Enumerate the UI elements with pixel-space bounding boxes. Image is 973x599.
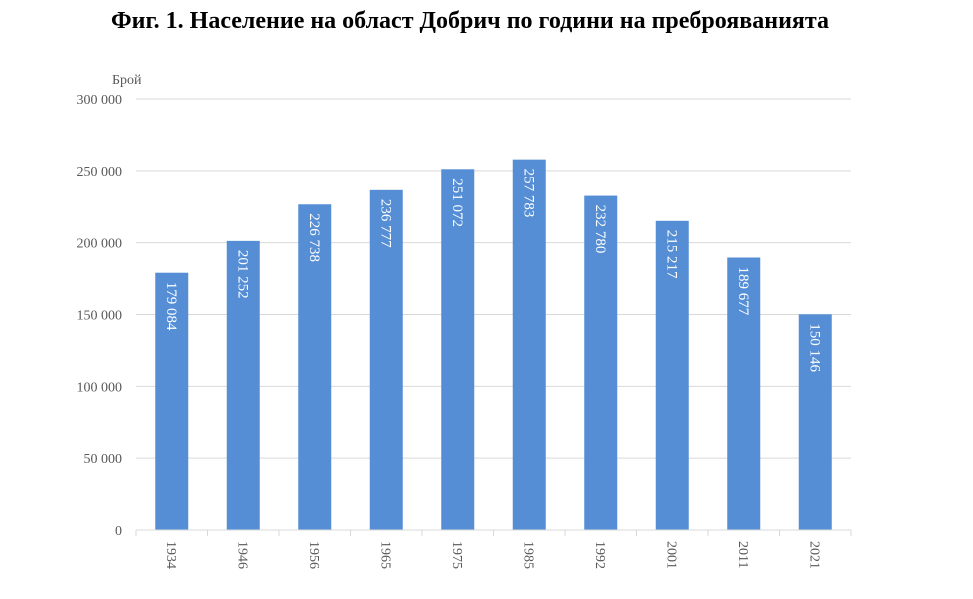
y-tick-label: 50 000	[84, 452, 123, 467]
bar-1975	[441, 169, 475, 531]
x-tick-label: 1934	[163, 541, 178, 569]
data-label: 189 677	[735, 266, 751, 315]
x-tick-label: 1992	[592, 541, 607, 569]
x-tick-label: 2011	[735, 541, 750, 568]
x-tick-label: 2001	[663, 541, 678, 569]
data-label: 226 738	[306, 213, 322, 262]
bars	[155, 159, 832, 531]
x-tick-label: 2021	[806, 541, 821, 569]
x-tick-label: 1946	[234, 541, 249, 569]
bar-1992	[584, 195, 618, 530]
data-label: 232 780	[592, 205, 608, 254]
data-label: 179 084	[163, 282, 179, 331]
y-tick-label: 100 000	[77, 380, 123, 395]
x-axis: 1934 1946 1956 1965 1975 1985 1992 2001 2011 2021	[135, 529, 852, 569]
data-label: 257 783	[520, 169, 536, 218]
bar-1934	[155, 272, 189, 530]
data-label: 251 072	[449, 178, 465, 227]
bar-1965	[369, 189, 403, 530]
data-label: 215 217	[663, 230, 679, 279]
x-tick-label: 1975	[449, 541, 464, 569]
chart-title: Фиг. 1. Население на област Добрич по го…	[111, 8, 829, 34]
data-label: 150 146	[806, 323, 822, 372]
data-label: 236 777	[377, 199, 393, 248]
y-axis-label: Брой	[112, 73, 142, 88]
y-tick-label: 200 000	[77, 237, 123, 252]
bar-2001	[655, 220, 689, 530]
x-tick-label: 1965	[377, 541, 392, 569]
data-label: 201 252	[234, 250, 250, 299]
y-tick-label: 250 000	[77, 165, 123, 180]
bar-1956	[298, 204, 332, 531]
bar-2011	[727, 257, 761, 530]
bar-1985	[512, 159, 546, 530]
data-labels: 179 084 201 252 226 738 236 777 251 072 257 7…	[163, 169, 823, 373]
bar-2021	[798, 314, 832, 530]
x-tick-label: 1956	[306, 541, 321, 569]
x-tick-label: 1985	[520, 541, 535, 569]
y-tick-label: 0	[115, 524, 122, 539]
bar-1946	[226, 240, 260, 530]
y-tick-label: 300 000	[77, 93, 123, 108]
y-tick-label: 150 000	[77, 309, 123, 324]
y-axis-ticks: 0 50 000 100 000 150 000 200 000 250 000 300 0…	[77, 93, 123, 539]
